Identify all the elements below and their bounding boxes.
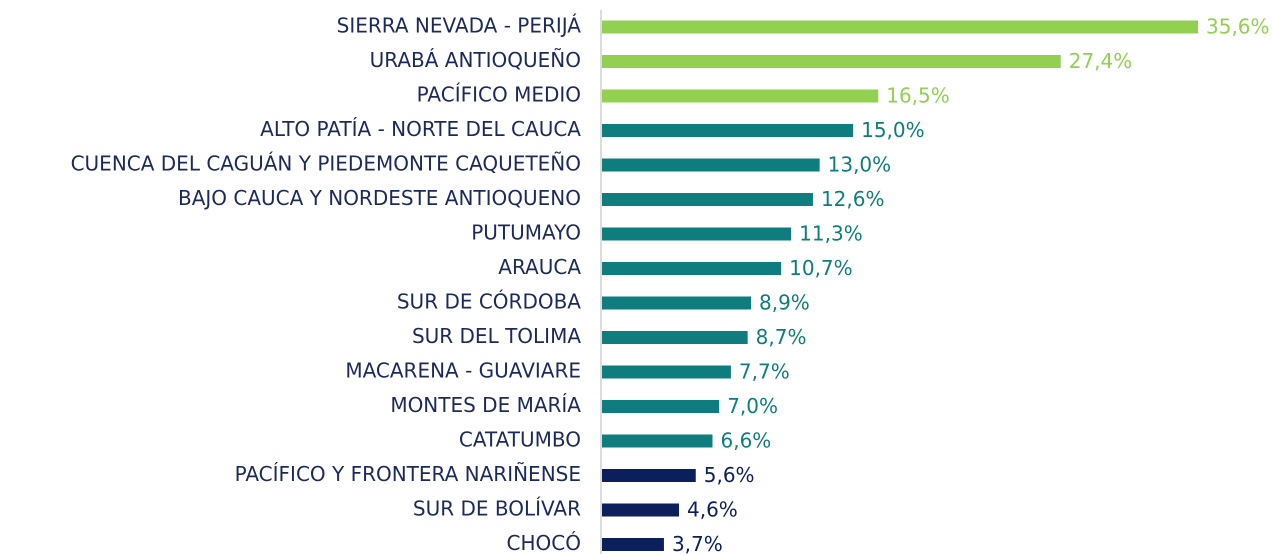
category-label: ARAUCA [498,255,581,279]
category-label: URABÁ ANTIOQUEÑO [370,48,581,72]
category-label: ALTO PATÍA - NORTE DEL CAUCA [260,117,581,141]
bar [602,296,751,310]
bar [602,434,713,448]
category-label: MONTES DE MARÍA [390,393,581,417]
value-label: 16,5% [886,84,950,108]
bar [602,331,748,344]
bar [602,262,782,275]
bar [602,400,720,413]
category-label: SUR DEL TOLIMA [412,324,581,348]
value-label: 10,7% [789,256,853,280]
value-label: 7,0% [727,394,778,418]
bar [602,55,1061,68]
category-label: PACÍFICO Y FRONTERA NARIÑENSE [235,462,581,486]
bar [602,365,731,379]
bar [602,158,820,172]
value-label: 15,0% [861,118,925,142]
value-label: 35,6% [1206,15,1270,39]
value-label: 7,7% [739,360,790,384]
category-label: SUR DE CÓRDOBA [397,290,581,314]
value-label: 6,6% [720,429,771,453]
bar [602,538,664,551]
bar [602,227,792,241]
category-label: PACÍFICO MEDIO [417,83,581,107]
bar [602,89,879,103]
category-label: CHOCÓ [507,531,581,554]
value-label: 8,9% [759,291,810,315]
value-label: 12,6% [821,187,885,211]
category-label: SIERRA NEVADA - PERIJÁ [337,14,582,38]
value-label: 5,6% [704,463,755,487]
bar [602,124,854,137]
bar [602,193,813,206]
category-label: BAJO CAUCA Y NORDESTE ANTIOQUENO [178,186,581,210]
value-label: 13,0% [828,153,892,177]
value-label: 11,3% [799,222,863,246]
bar [602,20,1198,34]
category-label: SUR DE BOLÍVAR [413,497,581,521]
value-label: 4,6% [687,498,738,522]
category-label: CATATUMBO [459,428,581,452]
bar [602,469,696,482]
value-label: 8,7% [756,325,807,349]
category-label: CUENCA DEL CAGUÁN Y PIEDEMONTE CAQUETEÑO [71,152,581,176]
category-label: MACARENA - GUAVIARE [345,359,581,383]
value-label: 3,7% [672,532,723,554]
value-label: 27,4% [1069,49,1133,73]
bar [602,503,680,517]
category-label: PUTUMAYO [471,221,581,245]
